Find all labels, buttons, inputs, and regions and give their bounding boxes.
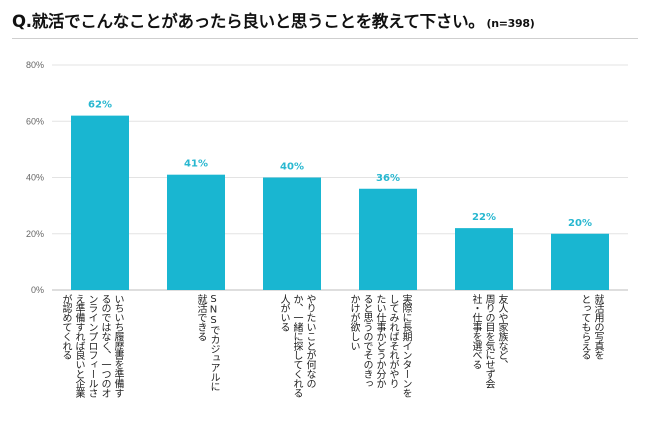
value-label: 41%: [184, 159, 208, 170]
bar: [551, 233, 609, 290]
y-tick-label: 0%: [31, 285, 44, 295]
value-label: 62%: [88, 100, 112, 111]
value-label: 40%: [280, 162, 304, 173]
category-label: いちいち履歴書を準備す るのではなく、一つのオ ンラインプロフィールさ え準備す…: [60, 294, 123, 398]
bar: [167, 174, 225, 290]
y-tick-label: 20%: [26, 229, 44, 239]
sample-size: (n=398): [486, 17, 535, 30]
bar: [359, 188, 417, 290]
y-tick-label: 40%: [26, 173, 44, 183]
value-label: 22%: [472, 212, 496, 223]
value-label: 20%: [568, 218, 592, 229]
value-label: 36%: [376, 173, 400, 184]
bar: [455, 228, 513, 290]
chart-title: Q.就活でこんなことがあったら良いと思うことを教えて下さい。 (n=398): [12, 8, 535, 32]
category-label: やりたいことが何なの か、一緒に探してくれる 人がいる: [278, 294, 315, 398]
y-tick-label: 60%: [26, 116, 44, 126]
category-label: 友人や家族など、 周りの目を気にせず会 社・仕事を選べる: [470, 294, 507, 389]
title-divider: [12, 38, 638, 39]
bar: [263, 177, 321, 290]
category-label: 就活用の写真を とってもらえる: [579, 294, 603, 360]
category-label: SNSでカジュアルに 就活できる: [195, 294, 219, 392]
category-label: 実際に長期インターンを してみればそれがやり たい仕事かどうか分か ると思うので…: [348, 294, 411, 398]
y-tick-label: 80%: [26, 60, 44, 70]
question-text: Q.就活でこんなことがあったら良いと思うことを教えて下さい。: [12, 12, 485, 31]
bar: [71, 115, 129, 290]
